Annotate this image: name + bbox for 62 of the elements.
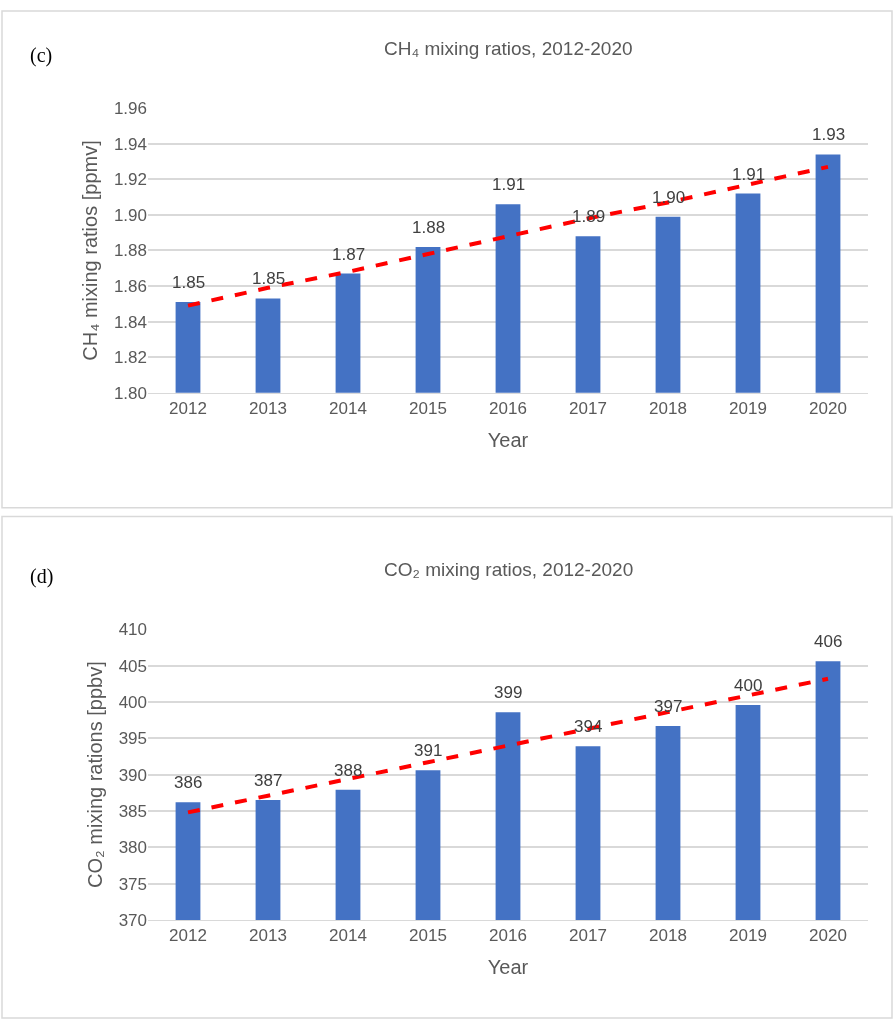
y-tick-label: 375 [118, 874, 147, 894]
data-label: 1.93 [812, 125, 846, 144]
text: (d) [30, 565, 54, 588]
y-axis-title: CO₂ mixing rations [ppbv] [84, 661, 107, 888]
data-label: 1.85 [252, 269, 286, 288]
data-label: 1.91 [492, 175, 526, 194]
data-label: 391 [414, 741, 443, 760]
y-tick-label: 1.88 [113, 241, 147, 261]
data-label: 397 [654, 697, 683, 716]
x-tick-label: 2015 [409, 926, 447, 946]
y-tick-label: 390 [118, 765, 147, 785]
x-tick-label: 2020 [809, 399, 847, 419]
y-tick-label: 1.80 [113, 383, 147, 403]
data-label: 387 [254, 771, 283, 790]
data-label: 1.87 [332, 245, 366, 264]
data-label: 406 [814, 632, 843, 651]
data-label: 1.85 [172, 273, 206, 292]
x-tick-label: 2014 [329, 926, 367, 946]
y-tick-label: 1.94 [113, 134, 147, 154]
chart-title: CO₂ mixing ratios, 2012-2020 [384, 559, 634, 580]
y-tick-label: 1.86 [113, 277, 147, 296]
x-tick-label: 2019 [729, 926, 767, 946]
y-axis-title: CH₄ mixing ratios [ppmv] [79, 140, 102, 361]
x-tick-label: 2014 [329, 399, 367, 419]
y-tick-label: 1.92 [113, 170, 147, 190]
y-tick-label: 370 [118, 910, 147, 930]
x-tick-label: 2016 [489, 399, 527, 419]
data-label: 394 [574, 717, 603, 736]
data-label: 1.91 [732, 165, 766, 184]
data-label: 399 [494, 683, 523, 702]
data-label: 1.88 [412, 218, 446, 237]
y-tick-label: 410 [118, 620, 147, 640]
x-tick-label: 2018 [649, 926, 687, 946]
text: (c) [30, 44, 53, 67]
y-tick-label: 380 [118, 838, 147, 858]
y-tick-label: 1.84 [113, 312, 147, 332]
x-tick-label: 2019 [729, 399, 767, 419]
data-label: 400 [734, 676, 763, 695]
x-tick-label: 2016 [489, 926, 527, 946]
chart-title: CH₄ mixing ratios, 2012-2020 [384, 38, 633, 59]
x-tick-label: 2015 [409, 399, 447, 419]
y-tick-label: 1.96 [113, 99, 147, 119]
x-axis-title: Year [487, 955, 529, 978]
data-label: 386 [174, 773, 203, 792]
x-tick-label: 2013 [249, 926, 287, 946]
y-tick-label: 400 [118, 692, 147, 712]
x-tick-label: 2012 [169, 399, 207, 419]
x-tick-label: 2017 [569, 399, 607, 419]
x-tick-label: 2017 [569, 926, 607, 946]
x-axis-title: Year [487, 428, 529, 451]
data-label: 1.89 [572, 207, 606, 226]
y-tick-label: 405 [118, 656, 147, 676]
y-tick-label: 1.90 [113, 205, 147, 225]
x-tick-label: 2020 [809, 926, 847, 946]
x-tick-label: 2013 [249, 399, 287, 419]
x-tick-label: 2018 [649, 399, 687, 419]
data-label: 388 [334, 761, 363, 780]
y-tick-label: 1.82 [113, 348, 147, 368]
x-tick-label: 2012 [169, 926, 207, 946]
data-label: 1.90 [652, 188, 686, 207]
y-tick-label: 385 [118, 801, 147, 821]
y-tick-label: 395 [118, 729, 147, 749]
